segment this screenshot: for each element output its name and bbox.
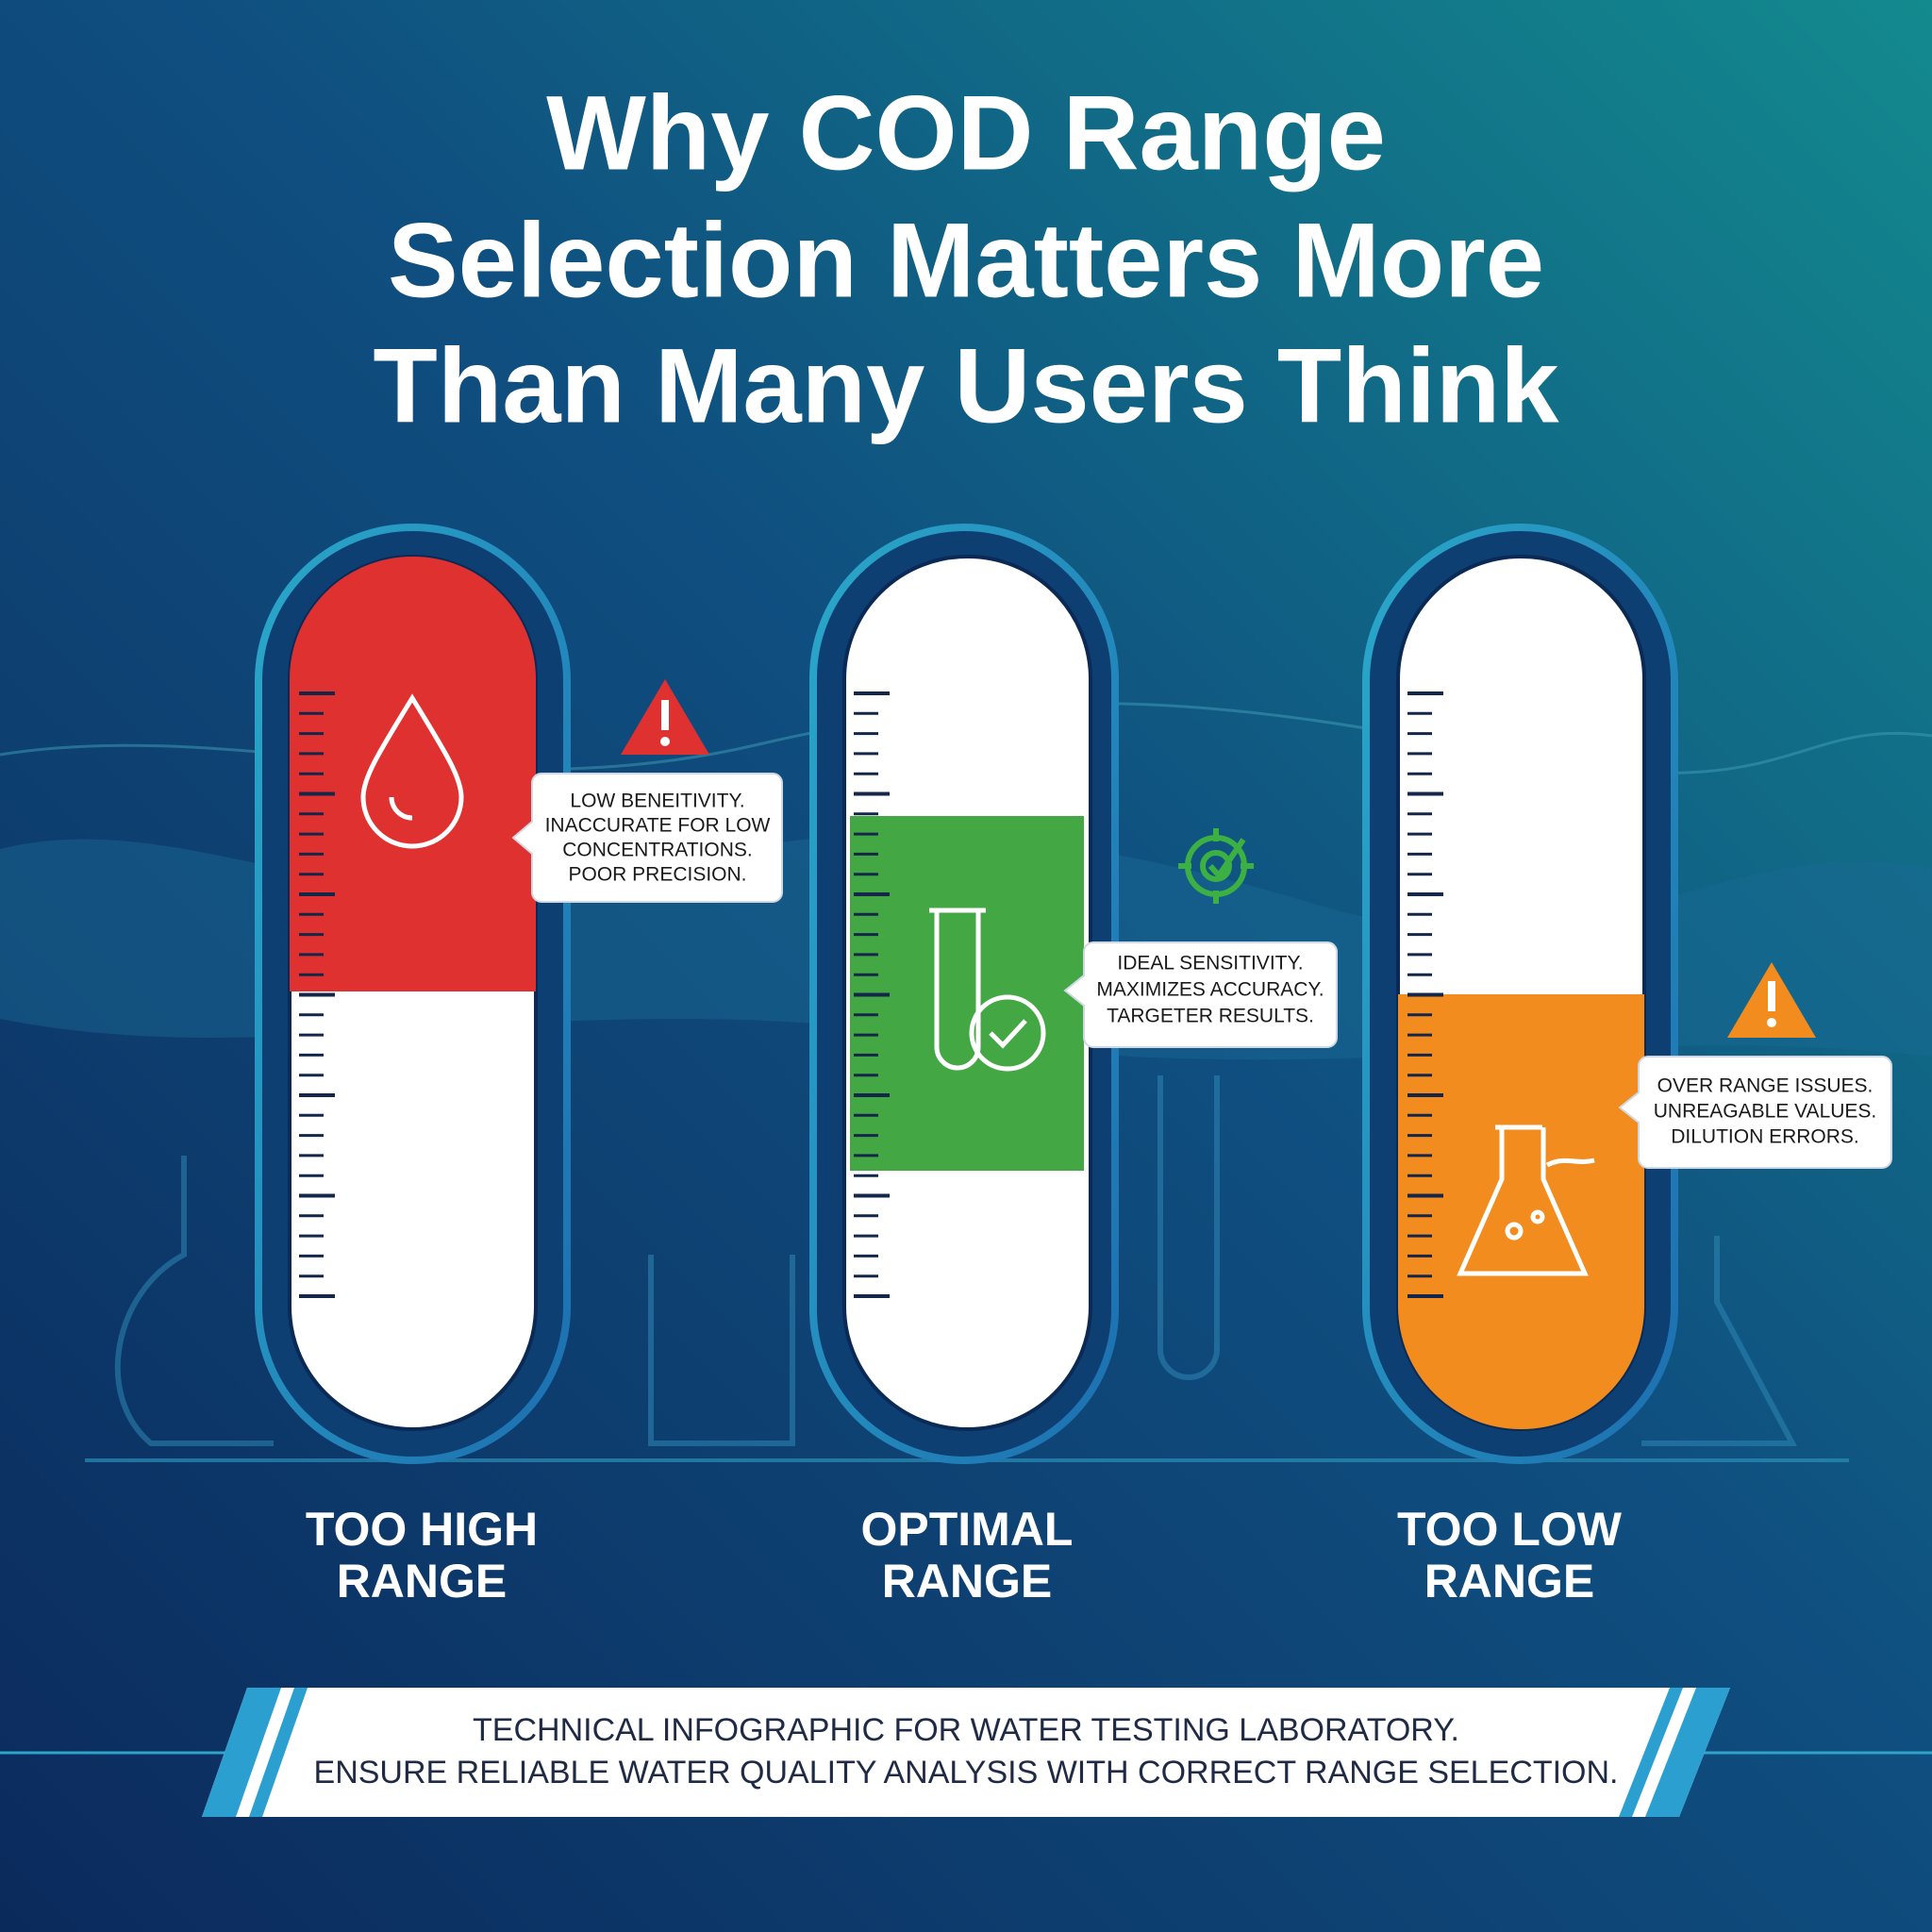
callout-line: INACCURATE FOR LOW bbox=[545, 815, 771, 837]
callout-line: OVER RANGE ISSUES. bbox=[1657, 1075, 1874, 1097]
scale-ticks bbox=[854, 691, 890, 1298]
footer-line: ENSURE RELIABLE WATER QUALITY ANALYSIS W… bbox=[314, 1755, 1619, 1790]
gauge bbox=[255, 524, 571, 1464]
gauge-label: TOO HIGH bbox=[306, 1503, 538, 1556]
gauge bbox=[1362, 524, 1678, 1464]
callout: LOW BENEITIVITY. INACCURATE FOR LOW CONC… bbox=[511, 773, 783, 903]
callout-line: UNREAGABLE VALUES. bbox=[1654, 1101, 1877, 1123]
title-line: Why COD Range bbox=[546, 75, 1386, 192]
gauge-fill bbox=[290, 557, 536, 991]
callout-line: LOW BENEITIVITY. bbox=[570, 791, 744, 812]
lab-glassware bbox=[114, 1075, 1797, 1446]
footer-banner bbox=[202, 1688, 1730, 1817]
flask-icon bbox=[1457, 1124, 1595, 1276]
callout-line: IDEAL SENSITIVITY. bbox=[1117, 953, 1303, 974]
warning-icon bbox=[1727, 962, 1816, 1038]
callout-line: TARGETER RESULTS. bbox=[1107, 1006, 1314, 1027]
gauge bbox=[809, 524, 1119, 1464]
gauge-label: TOO LOW bbox=[1397, 1503, 1623, 1556]
callout-line: POOR PRECISION. bbox=[568, 864, 746, 886]
drop-icon bbox=[360, 693, 464, 849]
callout-line: MAXIMIZES ACCURACY. bbox=[1096, 979, 1324, 1001]
gauge-label: RANGE bbox=[337, 1555, 508, 1607]
title-line: Selection Matters More bbox=[388, 202, 1544, 320]
warning-icon bbox=[621, 679, 709, 755]
callout-line: CONCENTRATIONS. bbox=[562, 840, 752, 861]
scale-ticks bbox=[1407, 691, 1443, 1298]
gauge-label: RANGE bbox=[882, 1555, 1053, 1607]
callout-line: DILUTION ERRORS. bbox=[1671, 1126, 1859, 1148]
title-line: Than Many Users Think bbox=[373, 327, 1559, 445]
scale-ticks bbox=[299, 691, 335, 1298]
target-icon bbox=[1178, 828, 1254, 904]
footer-line: TECHNICAL INFOGRAPHIC FOR WATER TESTING … bbox=[473, 1712, 1459, 1748]
gauge-label: RANGE bbox=[1424, 1555, 1595, 1607]
callout: OVER RANGE ISSUES. UNREAGABLE VALUES. DI… bbox=[1618, 1056, 1892, 1169]
gauge-label: OPTIMAL bbox=[861, 1503, 1074, 1556]
gauge-fill bbox=[1398, 994, 1644, 1429]
tube-icon bbox=[929, 908, 1046, 1072]
callout: IDEAL SENSITIVITY. MAXIMIZES ACCURACY. T… bbox=[1063, 941, 1338, 1048]
